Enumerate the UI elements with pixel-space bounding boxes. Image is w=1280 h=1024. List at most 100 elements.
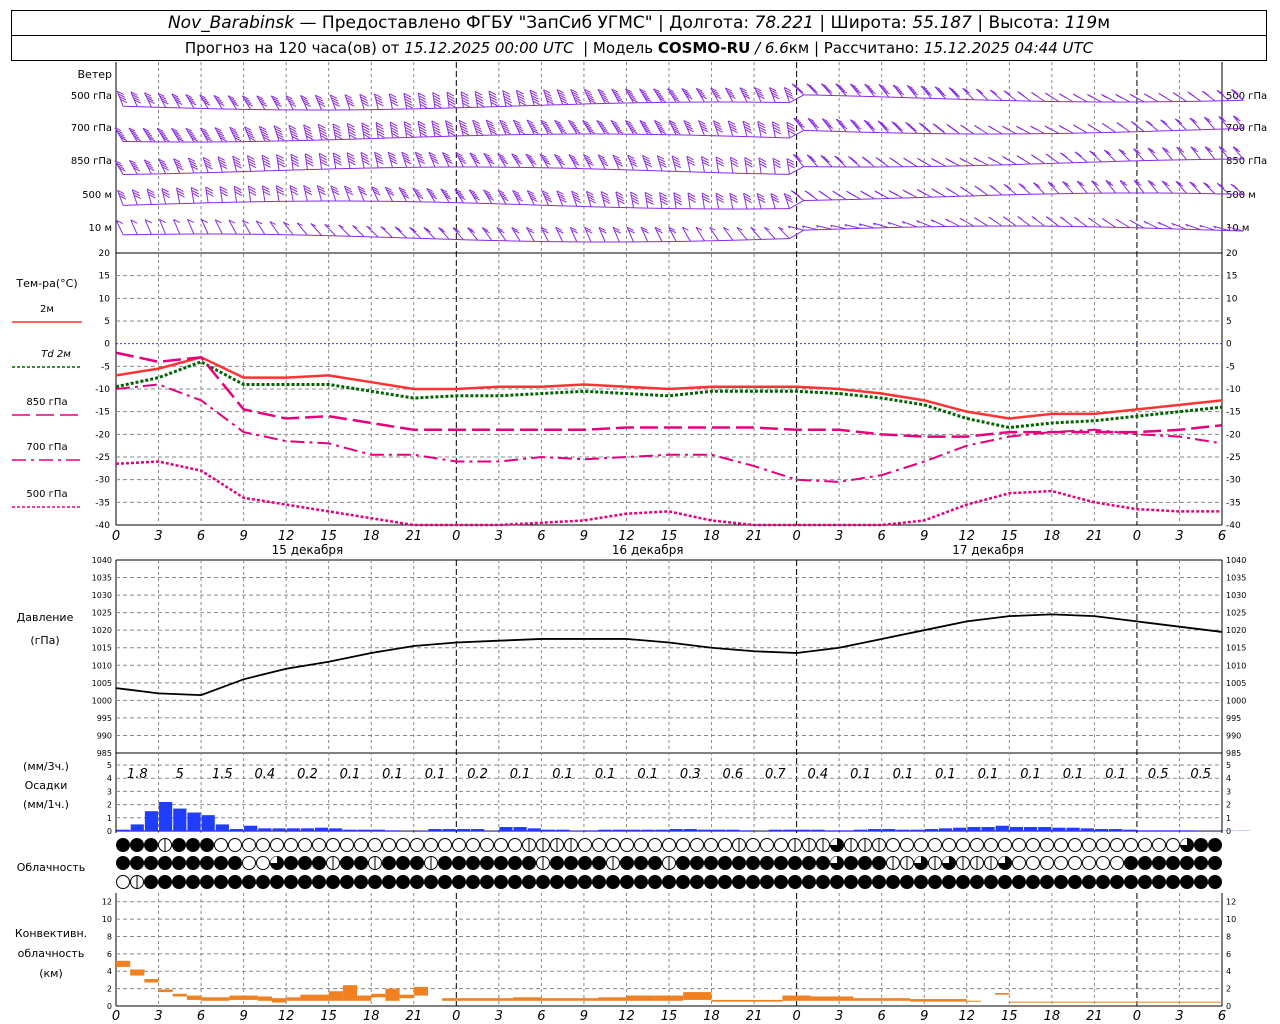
wind-barb-feather	[821, 83, 827, 87]
wind-barb-feather	[625, 88, 632, 93]
wind-barb-feather	[964, 89, 970, 94]
wind-barb-feather	[499, 192, 506, 197]
cloud-symbol	[914, 838, 928, 852]
wind-barb-feather	[232, 155, 240, 161]
wind-barb-feather	[475, 93, 483, 99]
cloud-symbol	[606, 838, 620, 852]
wind-barb-feather	[371, 186, 379, 191]
wind-barb-feather	[1234, 148, 1241, 153]
wind-barb-feather	[895, 125, 901, 129]
pressure-tick-label-right: 985	[1226, 749, 1241, 758]
precip-bar	[967, 827, 981, 831]
temp-panel-title: Тем-ра(°C)	[15, 277, 77, 290]
wind-barb-feather	[813, 124, 820, 129]
wind-barb-feather	[118, 93, 126, 98]
cloud-symbol	[802, 838, 816, 852]
wind-barb-feather	[806, 83, 812, 87]
wind-barb-staff	[344, 94, 351, 111]
wind-barb-feather	[415, 151, 423, 156]
wind-barb-staff	[615, 191, 620, 208]
wind-barb-staff	[232, 156, 238, 172]
time-tick-label: 18	[703, 529, 720, 544]
cloud-symbol	[172, 856, 186, 870]
cloud-overcast-circle	[578, 856, 592, 870]
cloud-overcast-circle	[620, 875, 634, 889]
wind-barb-feather	[417, 120, 426, 126]
wind-barb-feather	[697, 90, 704, 95]
cloud-symbol	[1040, 856, 1054, 870]
wind-barb-staff	[772, 158, 776, 175]
wind-barb-feather	[433, 128, 441, 134]
cloud-symbol	[662, 856, 676, 870]
cloud-symbol	[1152, 856, 1166, 870]
wind-barb-feather	[404, 159, 412, 165]
wind-barb-staff	[695, 88, 705, 103]
wind-barb-feather	[821, 118, 828, 122]
precip-tick-label: 3	[107, 787, 112, 796]
wind-barb-staff	[205, 186, 209, 203]
cloud-symbol	[914, 875, 928, 889]
cloud-overcast-circle	[704, 856, 718, 870]
wind-barb-feather	[259, 125, 267, 131]
wind-barb-staff	[352, 225, 365, 238]
wind-barb-feather	[757, 121, 765, 126]
cloud-symbol	[1180, 838, 1194, 852]
wind-barb-staff	[543, 89, 549, 106]
wind-barb-feather	[320, 135, 328, 140]
cloud-overcast-circle	[1208, 838, 1222, 852]
wind-barb-feather	[1175, 180, 1182, 185]
lon-label: Долгота:	[669, 13, 750, 33]
wind-barb-feather	[1049, 183, 1056, 188]
wind-barb-staff	[820, 83, 833, 96]
wind-barb-feather	[261, 131, 269, 136]
precip-3h-total: 0.5	[1190, 767, 1211, 782]
wind-barb-staff	[611, 88, 620, 104]
wind-barb-feather	[683, 120, 691, 125]
wind-barb-feather	[922, 87, 929, 92]
cloud-symbol	[1096, 856, 1110, 870]
wind-barb-feather	[701, 158, 710, 164]
wind-barb-feather	[891, 121, 897, 125]
wind-barb-feather	[910, 89, 917, 94]
cloud-symbol	[410, 875, 424, 889]
wind-barb-feather	[114, 160, 122, 165]
wind-barb-feather	[205, 137, 213, 142]
cloud-symbol	[1194, 875, 1208, 889]
cloud-clear-circle	[466, 838, 480, 852]
wind-barb-feather	[1060, 216, 1065, 220]
cloud-overcast-circle	[690, 875, 704, 889]
wind-barb-feather	[823, 193, 828, 197]
wind-barb-staff	[1216, 182, 1230, 195]
temp-tick-label: -20	[95, 430, 110, 440]
cloud-symbol	[214, 875, 228, 889]
wind-barb-feather	[659, 98, 666, 102]
wind-barb-feather	[417, 157, 425, 162]
wind-barb-feather	[570, 156, 577, 161]
wind-barb-feather	[431, 120, 439, 125]
wind-barb-feather	[157, 92, 165, 97]
wind-barb-feather	[1047, 126, 1051, 130]
forecast-start: 15.12.2025 00:00 UTC	[404, 39, 574, 57]
pressure-tick-label-right: 1010	[1226, 661, 1246, 670]
cloud-overcast-circle	[284, 856, 298, 870]
wind-barb-staff	[200, 219, 209, 235]
wind-barb-staff	[526, 190, 535, 206]
cloud-overcast-circle	[746, 875, 760, 889]
wind-barb-feather	[887, 221, 891, 225]
cloud-symbol	[970, 875, 984, 889]
wind-barb-feather	[787, 160, 795, 166]
wind-barb-staff	[849, 83, 861, 97]
wind-barb-feather	[1204, 92, 1210, 96]
wind-barb-staff	[686, 156, 691, 172]
wind-barb-feather	[1091, 152, 1097, 156]
conv-bar	[456, 998, 514, 1001]
precip-3h-total: 0.1	[552, 767, 573, 782]
time-tick-label: 21	[746, 529, 763, 544]
wind-barb-staff	[384, 186, 393, 202]
wind-barb-staff	[1175, 181, 1187, 194]
wind-barb-staff	[710, 87, 720, 103]
wind-barb-feather	[784, 195, 793, 201]
wind-barb-feather	[698, 120, 706, 125]
cloud-symbol	[494, 838, 508, 852]
wind-barb-staff	[570, 89, 578, 105]
